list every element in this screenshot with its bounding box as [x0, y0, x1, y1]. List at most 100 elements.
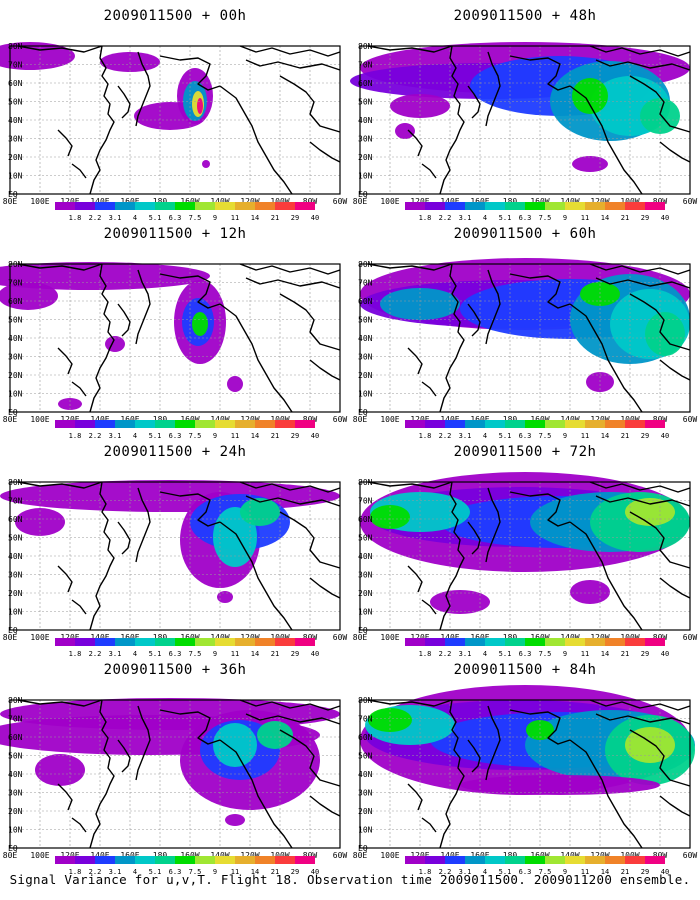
coastline — [485, 51, 501, 127]
colorbar: 1.8 2.2 3.1 4 5.1 6.3 7.5 9 11 14 21 29 40 — [55, 638, 319, 658]
coastline — [71, 163, 87, 179]
colorbar-swatch — [585, 638, 605, 646]
longitude-label: 140E — [90, 197, 109, 206]
latitude-label: 70N — [358, 497, 373, 506]
coastline — [629, 729, 691, 787]
colorbar-label: 7.5 — [539, 214, 552, 222]
colorbar-swatch — [485, 856, 505, 864]
coastline — [509, 491, 571, 527]
colorbar-swatch — [115, 202, 135, 210]
colorbar-label: 29 — [291, 432, 299, 440]
latitude-label: 40N — [8, 552, 23, 561]
colorbar-swatch — [465, 856, 485, 864]
coastline — [595, 59, 691, 71]
coastline — [467, 303, 481, 337]
colorbar-label: 4 — [483, 650, 487, 658]
longitude-label: 100W — [620, 415, 639, 424]
colorbar-label: 14 — [601, 214, 609, 222]
coastline — [407, 565, 423, 593]
colorbar-label: 7.5 — [189, 650, 202, 658]
colorbar-swatch — [545, 638, 565, 646]
latitude-label: 30N — [358, 353, 373, 362]
coastline — [439, 45, 465, 195]
colorbar-label: 29 — [641, 868, 649, 876]
colorbar-label: 4 — [133, 868, 137, 876]
colorbar-swatch — [75, 202, 95, 210]
coastline — [159, 273, 221, 309]
latitude-label: 30N — [8, 353, 23, 362]
coastline — [57, 129, 73, 157]
longitude-label: 80W — [653, 197, 668, 206]
colorbar-swatch — [235, 202, 255, 210]
coastline — [439, 699, 465, 849]
colorbar-label: 6.3 — [519, 650, 532, 658]
latitude-label: 40N — [8, 770, 23, 779]
latitude-label: 20N — [8, 589, 23, 598]
coastline — [509, 55, 571, 91]
latitude-label: 50N — [358, 316, 373, 325]
coastline — [89, 481, 115, 631]
colorbar-label: 21 — [271, 432, 279, 440]
colorbar-label: 2.2 — [439, 214, 452, 222]
colorbar-swatch — [135, 856, 155, 864]
colorbar-swatch — [445, 420, 465, 428]
longitude-label: 140E — [440, 415, 459, 424]
latitude-label: 70N — [8, 61, 23, 70]
colorbar: 1.8 2.2 3.1 4 5.1 6.3 7.5 9 11 14 21 29 40 — [55, 420, 319, 440]
colorbar-swatch — [235, 638, 255, 646]
latitude-label: 20N — [358, 589, 373, 598]
longitude-label: 140E — [440, 851, 459, 860]
longitude-label: 160W — [530, 851, 549, 860]
colorbar-swatch — [565, 856, 585, 864]
coastline — [135, 269, 151, 345]
longitude-label: 120E — [410, 633, 429, 642]
colorbar-swatch — [505, 420, 525, 428]
latitude-label: 80N — [8, 260, 23, 269]
colorbar-label: 1.8 — [419, 432, 432, 440]
colorbar-swatch — [605, 638, 625, 646]
longitude-label: 140E — [90, 851, 109, 860]
colorbar-label: 3.1 — [459, 214, 472, 222]
colorbar-swatch — [275, 856, 295, 864]
map-frame — [359, 699, 691, 849]
colorbar-swatch — [425, 202, 445, 210]
coastline — [485, 487, 501, 563]
coastline — [367, 45, 453, 53]
coastline — [595, 713, 691, 725]
map-frame — [9, 263, 341, 413]
colorbar-swatch — [195, 202, 215, 210]
colorbar-label: 40 — [311, 868, 319, 876]
colorbar-swatch — [405, 420, 425, 428]
latitude-label: EQ — [358, 190, 368, 199]
longitude-label: 120E — [60, 197, 79, 206]
panel-title: 2009011500 + 48h — [453, 8, 597, 24]
colorbar-swatch — [625, 856, 645, 864]
colorbar-label: 11 — [231, 868, 239, 876]
longitude-label: 60W — [683, 415, 698, 424]
colorbar-label: 11 — [581, 432, 589, 440]
colorbar-swatch — [425, 638, 445, 646]
colorbar-label: 11 — [231, 214, 239, 222]
longitude-label: 100W — [270, 633, 289, 642]
colorbar-label: 11 — [581, 214, 589, 222]
coastline — [159, 55, 221, 91]
coastline — [421, 817, 437, 833]
coastline — [17, 45, 103, 53]
colorbar-swatch — [505, 638, 525, 646]
longitude-label: 180 — [503, 197, 518, 206]
coastline — [219, 739, 293, 849]
colorbar-label: 11 — [581, 868, 589, 876]
latitude-label: 10N — [8, 172, 23, 181]
coastline — [71, 381, 87, 397]
coastline — [367, 699, 453, 707]
coastline — [239, 263, 341, 275]
latitude-label: 60N — [8, 79, 23, 88]
longitude-label: 120E — [60, 851, 79, 860]
colorbar-label: 5.1 — [499, 650, 512, 658]
colorbar-swatch — [465, 420, 485, 428]
coastline — [467, 85, 481, 119]
colorbar-label: 3.1 — [109, 868, 122, 876]
latitude-label: 10N — [358, 172, 373, 181]
